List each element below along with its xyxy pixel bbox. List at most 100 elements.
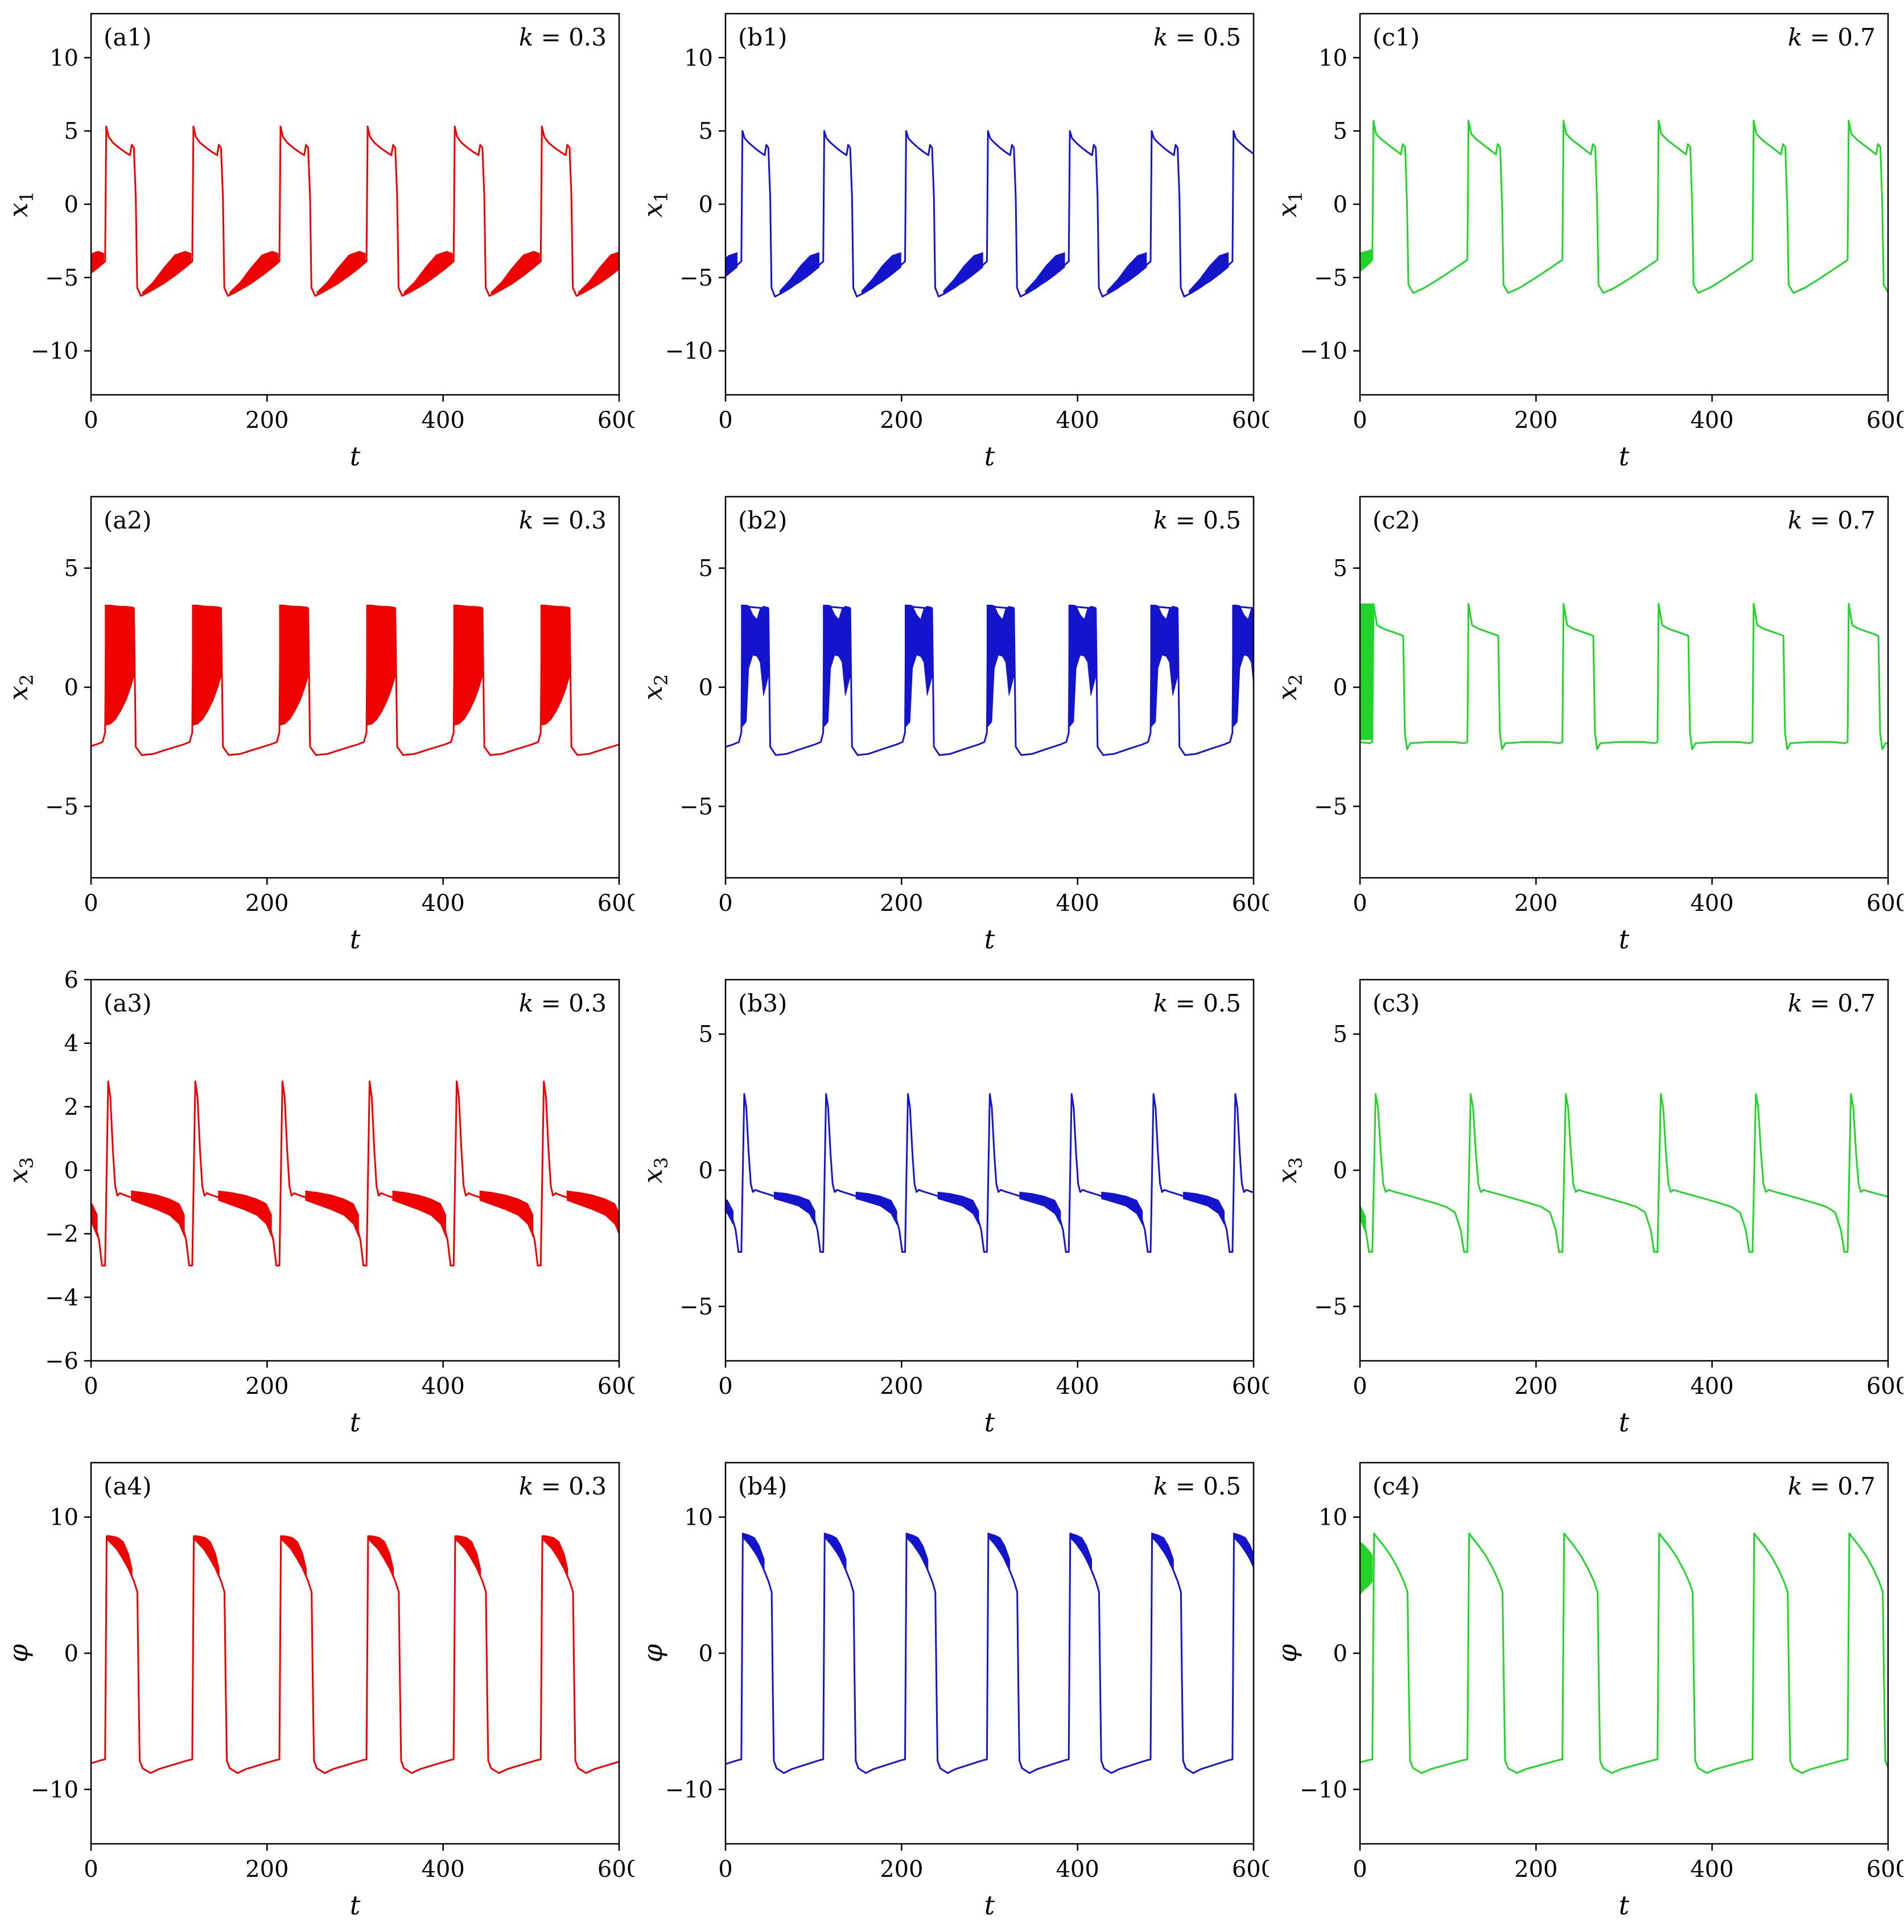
y-tick-label: 10 bbox=[1318, 1505, 1347, 1531]
waveform-line bbox=[726, 130, 1254, 298]
burst-band bbox=[905, 605, 933, 729]
x-tick-label: 200 bbox=[245, 407, 289, 434]
waveform-line bbox=[91, 605, 619, 756]
k-label: k = 0.3 bbox=[519, 989, 607, 1017]
x-tick-label: 400 bbox=[1056, 890, 1099, 917]
y-axis-label: x2 bbox=[1272, 674, 1307, 700]
y-axis-label: x1 bbox=[3, 191, 38, 217]
x-tick-label: 400 bbox=[1690, 1856, 1733, 1883]
axes-box bbox=[90, 13, 620, 396]
x-axis-label: t bbox=[984, 441, 995, 472]
waveform-line bbox=[1360, 1532, 1888, 1774]
y-tick-label: 0 bbox=[699, 675, 713, 701]
x-axis-label: t bbox=[984, 1890, 995, 1921]
y-axis-label: x3 bbox=[3, 1157, 38, 1183]
y-tick-label: 0 bbox=[1333, 1641, 1347, 1667]
y-axis-label: x2 bbox=[637, 674, 672, 700]
y-tick-label: 5 bbox=[699, 118, 713, 145]
panel-label: (c4) bbox=[1373, 1472, 1420, 1500]
chart-svg-c1: 0 200 400 600 −10 −5 0 5 10 t x1 (c1) k = 0.7 bbox=[1272, 13, 1903, 472]
panel-label: (c1) bbox=[1373, 23, 1420, 51]
waveform-line bbox=[726, 1532, 1254, 1774]
x-tick-label: 600 bbox=[597, 1856, 634, 1883]
y-tick-label: 0 bbox=[699, 192, 713, 218]
burst-band bbox=[192, 605, 221, 726]
y-axis-label: x3 bbox=[1272, 1157, 1307, 1183]
y-tick-label: −10 bbox=[1300, 1777, 1347, 1803]
chart-svg-b3: 0 200 400 600 −5 0 5 t x3 (b3) k = 0.5 bbox=[637, 979, 1269, 1438]
x-tick-label: 0 bbox=[84, 407, 98, 434]
x-tick-label: 0 bbox=[1353, 1373, 1367, 1400]
x-tick-label: 200 bbox=[1514, 1856, 1557, 1883]
panel-label: (b1) bbox=[738, 23, 787, 51]
chart-svg-c3: 0 200 400 600 −5 0 5 t x3 (c3) k = 0.7 bbox=[1272, 979, 1903, 1438]
y-tick-label: 10 bbox=[50, 1505, 79, 1531]
waveform-line bbox=[91, 125, 619, 297]
waveform-group bbox=[91, 1535, 619, 1774]
y-tick-label: −10 bbox=[31, 338, 79, 365]
subplot-a2: 0 200 400 600 −5 0 5 t x2 (a2) k = 0.3 bbox=[0, 483, 634, 966]
y-tick-label: 10 bbox=[684, 45, 713, 71]
y-tick-label: −5 bbox=[1314, 265, 1347, 291]
y-tick-label: 0 bbox=[1333, 675, 1347, 701]
y-tick-label: −6 bbox=[45, 1348, 79, 1374]
y-tick-label: −10 bbox=[31, 1777, 79, 1803]
k-label: k = 0.7 bbox=[1788, 23, 1876, 51]
waveform-group bbox=[1360, 1093, 1888, 1253]
x-axis-label: t bbox=[984, 924, 995, 955]
y-tick-label: 10 bbox=[684, 1505, 713, 1531]
y-tick-label: −5 bbox=[45, 265, 79, 291]
x-tick-label: 600 bbox=[1866, 890, 1903, 917]
waveform-group bbox=[726, 1093, 1254, 1253]
x-tick-label: 400 bbox=[1056, 1373, 1099, 1400]
panel-label: (b2) bbox=[738, 506, 787, 534]
x-tick-label: 400 bbox=[421, 1373, 464, 1400]
y-tick-label: 5 bbox=[64, 556, 79, 582]
panel-label: (a1) bbox=[104, 23, 152, 51]
x-tick-label: 600 bbox=[597, 407, 634, 434]
waveform-line bbox=[1360, 1093, 1888, 1253]
x-axis-label: t bbox=[984, 1407, 995, 1438]
subplot-c2: 0 200 400 600 −5 0 5 t x2 (c2) k = 0.7 bbox=[1269, 483, 1903, 966]
waveform-group bbox=[18, 605, 619, 756]
x-tick-label: 400 bbox=[421, 407, 464, 434]
axes-box bbox=[724, 979, 1255, 1362]
k-label: k = 0.3 bbox=[519, 23, 607, 51]
x-tick-label: 600 bbox=[1232, 407, 1269, 434]
x-tick-label: 600 bbox=[1866, 1856, 1903, 1883]
y-axis-label: x1 bbox=[637, 191, 672, 217]
chart-svg-c2: 0 200 400 600 −5 0 5 t x2 (c2) k = 0.7 bbox=[1272, 496, 1903, 955]
burst-band bbox=[479, 1190, 534, 1237]
y-tick-label: 5 bbox=[1333, 556, 1347, 582]
subplot-c3: 0 200 400 600 −5 0 5 t x3 (c3) k = 0.7 bbox=[1269, 966, 1903, 1449]
burst-band bbox=[18, 605, 47, 726]
burst-band bbox=[403, 250, 453, 296]
waveform-group bbox=[91, 125, 619, 297]
burst-band bbox=[305, 1190, 359, 1237]
waveform-line bbox=[726, 1093, 1254, 1253]
x-tick-label: 0 bbox=[1353, 407, 1367, 434]
y-tick-label: 10 bbox=[1318, 45, 1347, 71]
x-tick-label: 400 bbox=[1690, 890, 1733, 917]
burst-band bbox=[366, 605, 396, 726]
x-tick-label: 200 bbox=[245, 890, 289, 917]
burst-band bbox=[855, 1191, 897, 1225]
y-tick-label: −5 bbox=[679, 265, 713, 291]
x-tick-label: 600 bbox=[597, 890, 634, 917]
waveform-group bbox=[1360, 1532, 1888, 1774]
chart-svg-a2: 0 200 400 600 −5 0 5 t x2 (a2) k = 0.3 bbox=[3, 496, 634, 955]
x-axis-label: t bbox=[350, 924, 361, 955]
k-label: k = 0.5 bbox=[1153, 989, 1241, 1017]
x-tick-label: 200 bbox=[1514, 407, 1557, 434]
x-tick-label: 200 bbox=[1514, 1373, 1557, 1400]
y-tick-label: −2 bbox=[45, 1221, 79, 1248]
subplot-a4: 0 200 400 600 −10 0 10 t φ (a4) k = 0.3 bbox=[0, 1449, 634, 1932]
x-axis-label: t bbox=[350, 1890, 361, 1921]
subplot-b1: 0 200 400 600 −10 −5 0 5 10 t x1 (b1) k = 0.5 bbox=[634, 0, 1269, 483]
x-tick-label: 600 bbox=[1232, 890, 1269, 917]
x-axis-label: t bbox=[350, 1407, 361, 1438]
y-axis-label: x1 bbox=[1272, 191, 1307, 217]
waveform-line bbox=[1360, 119, 1888, 294]
x-tick-label: 0 bbox=[84, 1856, 98, 1883]
burst-band bbox=[131, 1190, 185, 1237]
